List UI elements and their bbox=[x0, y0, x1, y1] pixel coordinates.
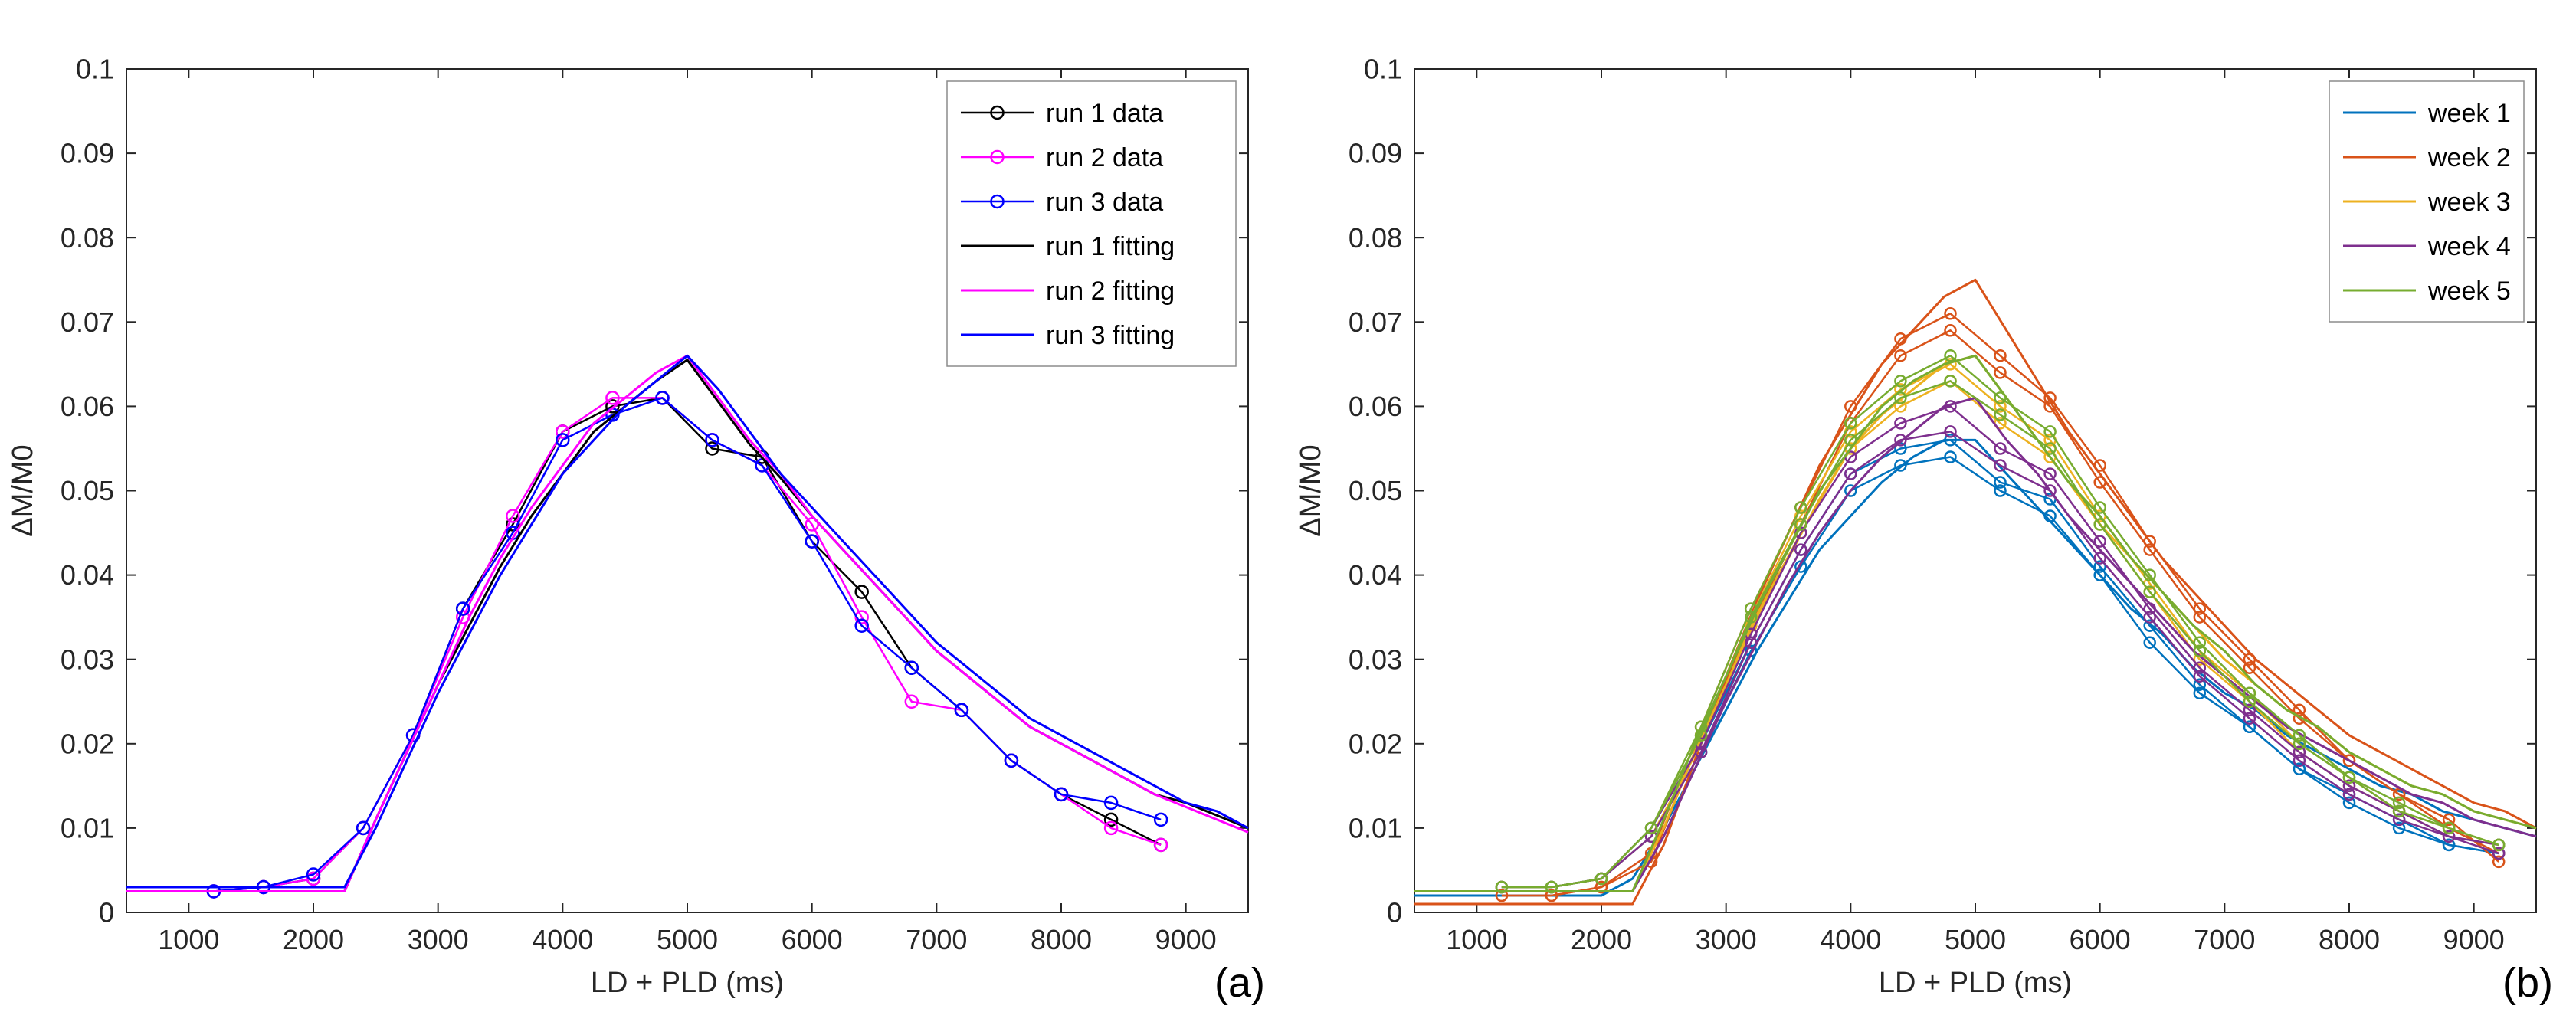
y-tick-label: 0.1 bbox=[76, 54, 114, 85]
legend-entry-label: week 4 bbox=[2427, 232, 2511, 261]
legend-entry-label: week 1 bbox=[2427, 99, 2511, 128]
chart-b-plot: 1000 2000 3000 4000 5000 6000 7000 8000 9000 0 0.0… bbox=[1295, 54, 2537, 999]
y-axis-label: ΔM/M0 bbox=[1295, 444, 1327, 536]
axes: 1000 2000 3000 4000 5000 6000 7000 8000 9000 0 0.0… bbox=[7, 54, 1249, 999]
y-tick-label: 0.04 bbox=[1349, 559, 1402, 591]
y-tick-label: 0.07 bbox=[61, 306, 114, 338]
y-tick-label: 0.07 bbox=[1349, 306, 1402, 338]
axes: 1000 2000 3000 4000 5000 6000 7000 8000 9000 0 0.0… bbox=[1295, 54, 2537, 999]
x-tick-label: 6000 bbox=[782, 924, 843, 955]
legend-entry-label: run 2 fitting bbox=[1046, 277, 1175, 306]
y-tick-label: 0.04 bbox=[61, 559, 114, 591]
legend-entry-label: week 2 bbox=[2427, 143, 2511, 172]
legend-entry-label: run 2 data bbox=[1046, 143, 1163, 172]
series-week-4-run-2-data bbox=[1495, 400, 2506, 894]
series-run-2-data bbox=[206, 391, 1168, 899]
legend-entry-label: run 1 data bbox=[1046, 99, 1163, 128]
x-tick-label: 1000 bbox=[158, 924, 219, 955]
series-week-1-fitting bbox=[1414, 438, 2537, 897]
legend: week 1 week 2 week 3 week 4 week 5 bbox=[2329, 80, 2525, 323]
series-run-3-fitting bbox=[126, 354, 1249, 889]
y-tick-label: 0.01 bbox=[61, 813, 114, 844]
series-run-1-fitting bbox=[126, 359, 1249, 892]
y-tick-label: 0.02 bbox=[1349, 728, 1402, 759]
x-tick-label: 2000 bbox=[1571, 924, 1632, 955]
series-week-1-run-1-data bbox=[1495, 450, 2506, 894]
y-tick-label: 0.09 bbox=[61, 138, 114, 169]
x-axis-label: LD + PLD (ms) bbox=[591, 967, 784, 999]
x-tick-label: 5000 bbox=[657, 924, 718, 955]
x-tick-label: 1000 bbox=[1446, 924, 1507, 955]
y-tick-label: 0.03 bbox=[61, 644, 114, 675]
y-tick-label: 0.05 bbox=[1349, 475, 1402, 506]
series-run-3-data bbox=[206, 391, 1168, 899]
series-week-3-fitting bbox=[1414, 354, 2537, 892]
y-tick-label: 0 bbox=[99, 897, 114, 928]
x-axis-label: LD + PLD (ms) bbox=[1879, 967, 2072, 999]
x-tick-label: 9000 bbox=[2443, 924, 2505, 955]
series-week-5-fitting bbox=[1414, 354, 2537, 892]
panel-a: 1000 2000 3000 4000 5000 6000 7000 8000 9000 0 0.0… bbox=[0, 0, 1288, 1008]
legend-entry-label: week 3 bbox=[2427, 188, 2511, 217]
legend-entry-label: week 5 bbox=[2427, 277, 2511, 306]
x-tick-label: 2000 bbox=[283, 924, 344, 955]
panel-b-label: (b) bbox=[2502, 960, 2553, 1006]
y-tick-label: 0 bbox=[1387, 897, 1402, 928]
legend: run 1 data run 2 data run 3 data run 1 fitt… bbox=[946, 80, 1237, 367]
x-tick-label: 9000 bbox=[1155, 924, 1217, 955]
x-tick-label: 8000 bbox=[1031, 924, 1092, 955]
y-axis-label: ΔM/M0 bbox=[7, 444, 39, 536]
series-week-2-fitting bbox=[1414, 278, 2537, 906]
x-tick-label: 7000 bbox=[2194, 924, 2255, 955]
series-week-5-run-2-data bbox=[1495, 349, 2506, 894]
x-tick-label: 5000 bbox=[1945, 924, 2006, 955]
y-tick-label: 0.1 bbox=[1364, 54, 1402, 85]
panel-b: 1000 2000 3000 4000 5000 6000 7000 8000 9000 0 0.0… bbox=[1288, 0, 2576, 1008]
y-tick-label: 0.02 bbox=[61, 728, 114, 759]
y-tick-label: 0.08 bbox=[61, 222, 114, 254]
panel-a-label: (a) bbox=[1214, 960, 1265, 1006]
x-tick-label: 4000 bbox=[532, 924, 593, 955]
x-tick-label: 7000 bbox=[906, 924, 967, 955]
x-tick-label: 3000 bbox=[408, 924, 469, 955]
legend-entry-label: run 1 fitting bbox=[1046, 232, 1175, 261]
y-tick-label: 0.06 bbox=[61, 391, 114, 422]
series-week-4-fitting bbox=[1414, 396, 2537, 892]
legend-entry-label: run 3 data bbox=[1046, 188, 1163, 217]
x-tick-label: 8000 bbox=[2319, 924, 2380, 955]
y-tick-label: 0.03 bbox=[1349, 644, 1402, 675]
x-tick-label: 3000 bbox=[1696, 924, 1757, 955]
y-tick-label: 0.01 bbox=[1349, 813, 1402, 844]
series-week-3-run-2-data bbox=[1495, 358, 2506, 894]
x-tick-label: 6000 bbox=[2070, 924, 2131, 955]
y-tick-label: 0.08 bbox=[1349, 222, 1402, 254]
chart-a-plot: 1000 2000 3000 4000 5000 6000 7000 8000 9000 0 0.0… bbox=[7, 54, 1249, 999]
x-tick-label: 4000 bbox=[1820, 924, 1881, 955]
series-run-2-fitting bbox=[126, 354, 1249, 892]
y-tick-label: 0.06 bbox=[1349, 391, 1402, 422]
legend-entry-label: run 3 fitting bbox=[1046, 321, 1175, 350]
series-run-1-data bbox=[206, 391, 1168, 899]
y-tick-label: 0.05 bbox=[61, 475, 114, 506]
y-tick-label: 0.09 bbox=[1349, 138, 1402, 169]
